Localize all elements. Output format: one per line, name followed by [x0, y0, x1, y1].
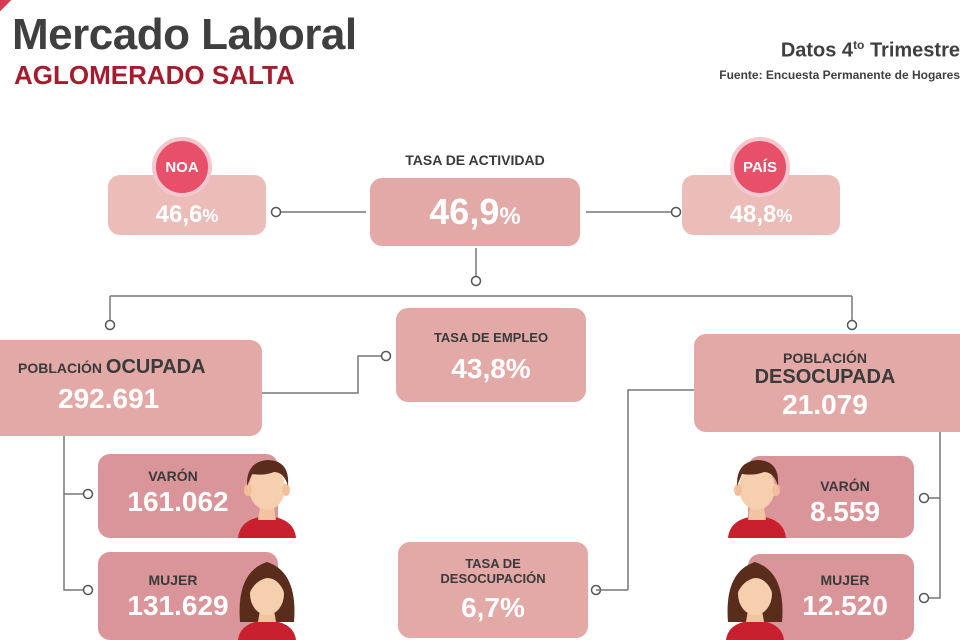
ocupada-varon-value: 161.062: [127, 486, 229, 517]
desocupada-value: 21.079: [782, 389, 868, 420]
ocupada-varon-label: VARÓN: [148, 468, 198, 484]
desocupada-varon-value: 8.559: [809, 496, 881, 527]
desocupacion-label-line1: TASA DE: [465, 556, 521, 571]
woman-icon: [726, 562, 784, 640]
woman-icon: [238, 562, 296, 640]
desocupada-label-line2: DESOCUPADA: [754, 366, 896, 388]
page-title: Mercado Laboral: [12, 10, 357, 59]
desocupada-mujer-label: MUJER: [820, 572, 870, 588]
period-prefix: Datos 4: [780, 39, 854, 62]
ocupada-mujer-value: 131.629: [127, 590, 229, 621]
ocupada-label-bold: OCUPADA: [105, 356, 206, 378]
noa-value: 46,6: [155, 201, 203, 228]
ocupada-box: POBLACIÓN OCUPADA 292.691: [0, 340, 262, 436]
actividad-value: 46,9: [429, 191, 500, 232]
desocupacion-label-line2: DESOCUPACIÓN: [440, 571, 546, 586]
desocupada-varon-label: VARÓN: [820, 478, 870, 494]
desocupacion-value: 6,7%: [461, 592, 525, 623]
actividad-label: TASA DE ACTIVIDAD: [405, 152, 545, 168]
empleo-label: TASA DE EMPLEO: [433, 330, 549, 345]
ocupada-label-prefix: POBLACIÓN: [18, 360, 106, 376]
pais-badge: PAÍS: [730, 137, 790, 197]
ocupada-value: 292.691: [58, 383, 160, 414]
noa-unit: %: [202, 206, 219, 226]
actividad-unit: %: [499, 203, 521, 230]
ocupada-mujer-label: MUJER: [148, 572, 198, 588]
ocupada-label: POBLACIÓN OCUPADA: [18, 356, 262, 379]
source-label: Fuente: Encuesta Permanente de Hogares: [719, 68, 960, 82]
period-sup: to: [853, 38, 865, 52]
actividad-box: 46,9%: [370, 178, 580, 246]
empleo-box: TASA DE EMPLEO 43,8%: [396, 308, 586, 402]
man-icon: [728, 460, 786, 538]
desocupada-label-line1: POBLACIÓN: [783, 350, 867, 366]
pais-value: 48,8: [729, 201, 777, 228]
period-suffix: Trimestre: [864, 39, 960, 62]
desocupada-box: POBLACIÓN DESOCUPADA 21.079: [694, 334, 960, 432]
period-label: Datos 4to Trimestre: [781, 38, 960, 63]
pais-unit: %: [776, 206, 793, 226]
man-icon: [238, 460, 296, 538]
desocupacion-box: TASA DE DESOCUPACIÓN 6,7%: [398, 542, 588, 638]
empleo-value: 43,8%: [451, 353, 531, 384]
page-subtitle: AGLOMERADO SALTA: [14, 60, 295, 90]
noa-badge: NOA: [152, 137, 212, 197]
desocupada-mujer-value: 12.520: [802, 590, 888, 621]
